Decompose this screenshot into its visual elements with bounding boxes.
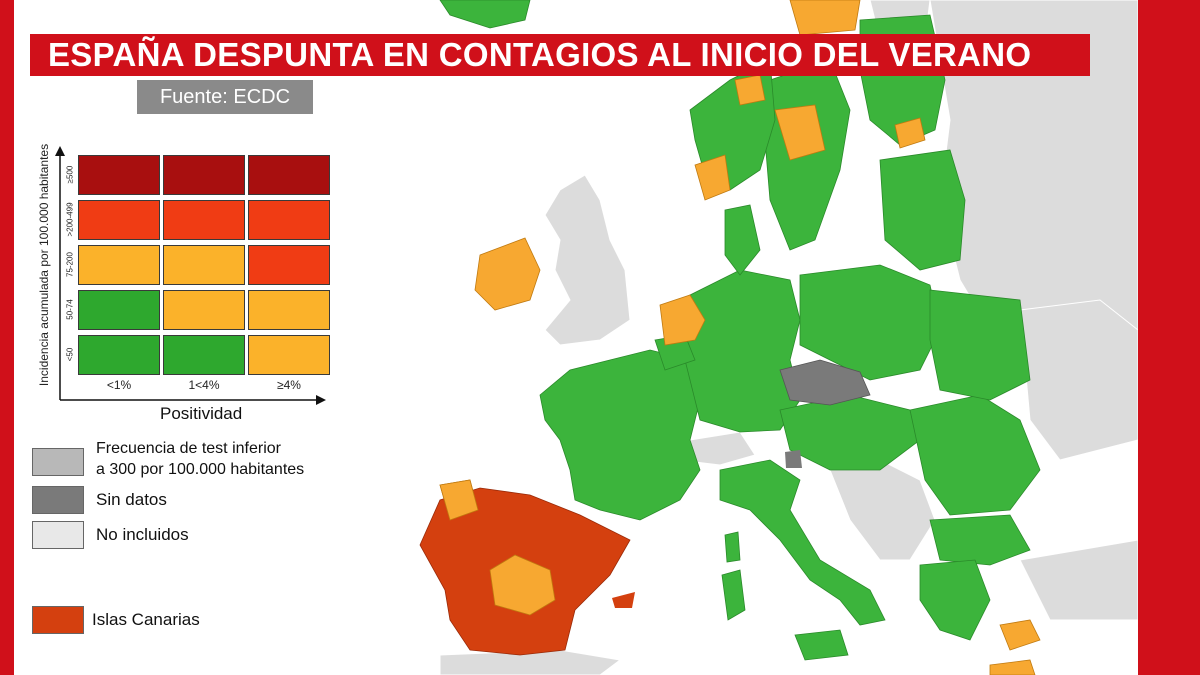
region-uk xyxy=(544,174,631,346)
region-finland-south xyxy=(894,117,926,149)
region-norway-mid xyxy=(734,74,766,106)
x-axis-label: Positividad xyxy=(160,404,243,423)
matrix-cell xyxy=(78,155,160,195)
matrix-cell xyxy=(163,155,245,195)
region-norway-south xyxy=(694,154,731,201)
region-austria-hungary xyxy=(779,394,921,471)
region-ukraine xyxy=(1019,299,1139,461)
region-poland xyxy=(799,264,941,381)
legend-label: Frecuencia de test inferior a 300 por 10… xyxy=(96,440,305,478)
legend-swatch xyxy=(32,606,84,634)
region-balkans xyxy=(829,459,936,561)
region-france xyxy=(539,349,701,521)
region-italy xyxy=(719,459,886,626)
legend-swatch xyxy=(32,521,84,549)
matrix-cell xyxy=(163,200,245,240)
matrix-cell xyxy=(248,335,330,375)
matrix-row-label: >200-499 xyxy=(65,202,75,237)
region-iceland xyxy=(439,0,531,29)
matrix-column-label: 1<4% xyxy=(188,378,220,392)
matrix-cell xyxy=(163,245,245,285)
region-denmark xyxy=(724,204,761,276)
region-sicily xyxy=(794,629,849,661)
legend-swatch xyxy=(32,486,84,514)
headline: ESPAÑA DESPUNTA EN CONTAGIOS AL INICIO D… xyxy=(30,34,1090,76)
region-corsica xyxy=(724,531,741,563)
region-slovenia-small xyxy=(785,450,802,468)
region-bulgaria xyxy=(929,514,1031,566)
legend-label: Sin datos xyxy=(96,490,167,509)
region-ireland xyxy=(474,237,541,311)
matrix-row-label: ≥500 xyxy=(65,165,75,184)
region-czechia xyxy=(779,359,871,406)
matrix-cell xyxy=(248,200,330,240)
right-accent-bar xyxy=(1138,0,1200,675)
matrix-cell xyxy=(248,290,330,330)
matrix-row-label: 50-74 xyxy=(65,299,75,320)
region-romania xyxy=(909,394,1041,516)
region-castilla-la-mancha-overlay xyxy=(489,554,556,616)
matrix-cell xyxy=(163,335,245,375)
legend-label: Islas Canarias xyxy=(92,610,200,629)
region-greece xyxy=(919,559,991,641)
source-badge: Fuente: ECDC xyxy=(137,80,313,114)
region-germany xyxy=(679,269,801,433)
region-netherlands xyxy=(659,294,706,346)
matrix-cell xyxy=(163,290,245,330)
matrix-column-label: <1% xyxy=(106,378,132,392)
region-greek-islands xyxy=(999,619,1041,651)
matrix-row-label: <50 xyxy=(65,347,75,362)
region-belarus-area xyxy=(929,289,1031,401)
legend-swatch xyxy=(32,448,84,476)
matrix-row-label: 75-200 xyxy=(65,252,75,277)
region-sardinia xyxy=(721,569,746,621)
region-baltics xyxy=(879,149,966,271)
region-turkey xyxy=(1019,539,1139,621)
matrix-column-label: ≥4% xyxy=(277,378,301,392)
matrix-cell xyxy=(78,245,160,285)
incidence-positivity-matrix xyxy=(78,155,332,375)
legend-label: No incluidos xyxy=(96,525,189,544)
region-galicia-overlay xyxy=(439,479,479,521)
region-sweden-mid xyxy=(774,104,826,161)
matrix-cell xyxy=(78,290,160,330)
region-scand-north xyxy=(789,0,861,36)
matrix-cell xyxy=(78,335,160,375)
region-cyprus xyxy=(989,659,1036,675)
matrix-cell xyxy=(78,200,160,240)
y-axis-label: Incidencia acumulada por 100.000 habitan… xyxy=(37,143,51,387)
left-accent-bar xyxy=(0,0,14,675)
region-switzerland xyxy=(689,431,756,466)
matrix-cell xyxy=(248,245,330,285)
region-balearic xyxy=(612,592,635,608)
matrix-cell xyxy=(248,155,330,195)
